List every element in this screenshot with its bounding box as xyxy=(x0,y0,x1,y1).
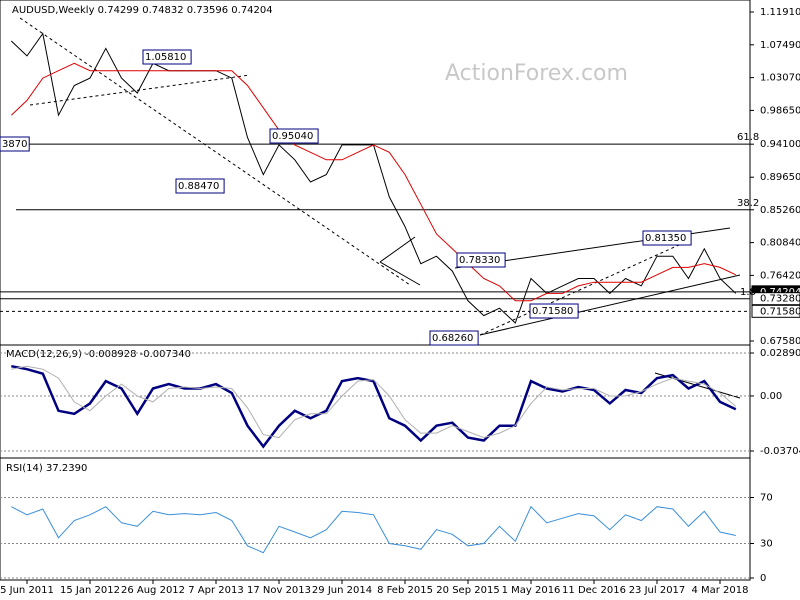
y-tick-label: 1.07490 xyxy=(760,40,800,51)
annotation: 1.8 xyxy=(740,287,756,298)
y-tick-label: 0.00 xyxy=(760,391,782,402)
x-tick-label: 15 Jan 2012 xyxy=(60,585,120,596)
price-tag: 0.73280 xyxy=(760,294,800,305)
fib-label: 38.2 xyxy=(737,198,759,209)
trendline xyxy=(479,274,741,336)
x-tick-label: 29 Jun 2014 xyxy=(312,585,372,596)
y-tick-label: 30 xyxy=(760,539,773,550)
x-tick-label: 20 Sep 2015 xyxy=(436,585,499,596)
x-tick-label: 7 Apr 2013 xyxy=(188,585,243,596)
annotation-box xyxy=(642,230,692,246)
trendline xyxy=(19,17,411,286)
annotation: 0.95040 xyxy=(272,131,313,142)
annotation-box xyxy=(0,136,30,152)
y-tick-label: 70 xyxy=(760,493,773,504)
y-tick-label: 0.94100 xyxy=(760,139,800,150)
annotation: 0.68260 xyxy=(432,333,473,344)
x-tick-label: 8 Feb 2015 xyxy=(377,585,433,596)
watermark: ActionForex.com xyxy=(445,61,628,86)
price-tag-box xyxy=(751,304,800,318)
y-tick-label: 0.89650 xyxy=(760,172,800,183)
annotation-box xyxy=(529,303,579,319)
y-tick-label: 0.028903 xyxy=(760,348,800,359)
y-tick-label: 0.76420 xyxy=(760,270,800,281)
annotation: 0.88470 xyxy=(178,181,219,192)
y-tick-label: 0.98650 xyxy=(760,105,800,116)
y-tick-label: -0.037041 xyxy=(760,446,800,457)
annotation: 3870 xyxy=(2,139,27,150)
annotation-box xyxy=(456,252,506,268)
series-line xyxy=(11,365,737,439)
price-tag: 0.71580 xyxy=(760,306,800,317)
frame xyxy=(0,0,751,581)
trendline xyxy=(379,261,421,286)
fib-label: 61.8 xyxy=(737,132,759,143)
y-tick-label: 1.03070 xyxy=(760,73,800,84)
series-line xyxy=(10,62,737,302)
y-tick-label: 0 xyxy=(760,573,766,584)
annotation-box xyxy=(429,330,479,346)
y-tick-label: 1.11910 xyxy=(760,7,800,18)
x-tick-label: 5 Jun 2011 xyxy=(0,585,54,596)
trendline xyxy=(379,236,416,263)
rsi-title: RSI(14) 37.2390 xyxy=(6,463,87,474)
y-tick-label: 0.67580 xyxy=(760,336,800,347)
y-tick-label: 0.80840 xyxy=(760,238,800,249)
price-tag-box xyxy=(751,292,800,306)
trendline xyxy=(479,239,691,336)
chart-title: AUDUSD,Weekly 0.74299 0.74832 0.73596 0.… xyxy=(12,5,273,16)
x-tick-label: 17 Nov 2013 xyxy=(247,585,311,596)
annotation-box xyxy=(269,128,319,144)
annotation-box xyxy=(142,49,192,65)
x-tick-label: 1 May 2016 xyxy=(502,585,561,596)
x-tick-label: 23 Jul 2017 xyxy=(629,585,686,596)
x-tick-label: 4 Mar 2018 xyxy=(691,585,748,596)
x-tick-label: 11 Dec 2016 xyxy=(562,585,626,596)
macd-title: MACD(12,26,9) -0.008928 -0.007340 xyxy=(6,349,191,360)
annotation: 0.81350 xyxy=(645,233,686,244)
annotation: 0.71580 xyxy=(532,306,573,317)
series-line xyxy=(11,505,736,554)
annotation-box xyxy=(175,178,225,194)
annotation: 1.05810 xyxy=(145,52,186,63)
x-tick-label: 26 Aug 2012 xyxy=(121,585,185,596)
y-tick-label: 0.85260 xyxy=(760,205,800,216)
series-line xyxy=(11,364,737,449)
annotation: 0.78330 xyxy=(459,255,500,266)
